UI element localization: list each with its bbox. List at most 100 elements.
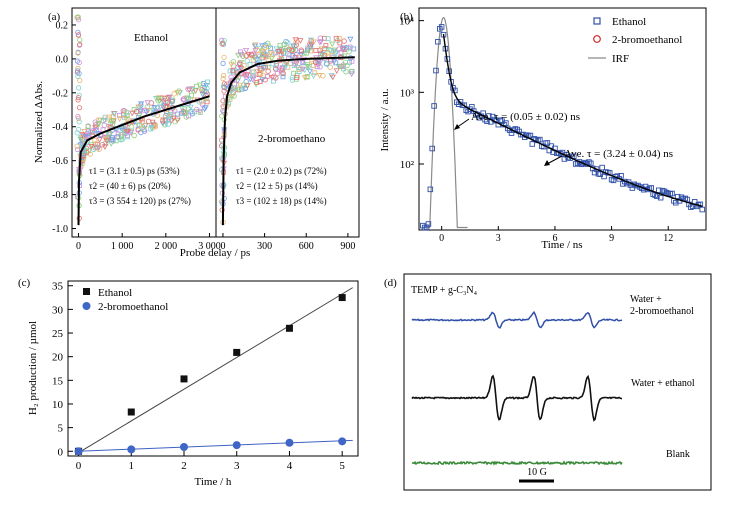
panel-a-point [304,64,311,70]
panel-a-x-tick-label: 1 000 [111,241,134,252]
panel-a-point [95,144,100,150]
panel-a-point [254,47,260,53]
panel-b-x-tick-label: 0 [439,233,444,244]
panel-b-ethanol-point [427,186,434,193]
panel-a-point [220,98,226,104]
panel-a-point [265,68,271,74]
panel-a-point [308,38,314,44]
panel-a-point [111,113,116,119]
panel-a-point [230,67,236,73]
panel-a-point [280,74,286,80]
panel-b-ethanol-point [503,120,509,126]
panel-a-point [289,77,296,83]
panel-c-y-tick-label: 0 [58,446,64,458]
panel-c-frame [67,280,359,457]
panel-d-label-bromo-2: 2-bromoethanol [630,306,694,317]
panel-c-legend-bromo-marker [82,302,91,310]
panel-c-y-ticks: 0 5 10 15 20 25 30 35 [52,281,73,458]
panel-a-point [336,46,342,52]
panel-a-point [349,58,355,64]
panel-a-point [287,52,293,58]
panel-a-point [296,68,302,74]
panel-a-point [146,118,152,125]
panel-a-point [107,131,112,136]
panel-a-y-tick-label: 0.0 [56,54,69,65]
panel-a-point [263,54,269,60]
panel-a-point [138,101,145,108]
panel-a-point [337,40,343,46]
panel-c-label: (c) [18,277,31,289]
panel-a-y-tick-label: -0.4 [52,122,68,133]
panel-c-bromo-points [74,437,347,456]
panel-a-point [179,106,186,112]
panel-a-point [236,60,243,67]
panel-a-point [221,88,227,94]
panel-b-ethanol-point [527,132,534,139]
panel-a-point [244,58,250,64]
panel-b-y-ticks: 10² 10³ 10⁴ [399,16,424,171]
panel-c-bromo-point [180,443,188,452]
panel-a-point [276,49,283,55]
panel-a-point [228,74,234,80]
panel-a-ethanol-tau2: τ2 = (40 ± 6) ps (20%) [89,181,171,191]
panel-a-point [257,66,263,72]
panel-a-point [231,85,238,91]
panel-a-point [85,124,91,130]
panel-a-point [282,61,288,68]
panel-a-point [75,17,82,23]
panel-a-point [289,47,295,54]
panel-a-x-tick-label: 900 [340,241,355,252]
panel-a-point [131,132,137,139]
panel-a-point [227,68,233,74]
panel-c-bromo-fit [78,439,353,452]
panel-b-ethanol-point [618,172,624,179]
panel-a-point [143,109,150,116]
panel-a-point [239,86,245,92]
panel-a-point [235,85,240,91]
panel-d-label-blank: Blank [666,449,690,460]
panel-a-point [323,43,329,49]
panel-a-point [303,50,309,56]
panel-a-point [283,38,289,45]
panel-b-ethanol-point [484,118,490,124]
panel-c-legend-ethanol-marker [83,288,90,295]
panel-a-point [333,35,339,41]
panel-a-point [268,55,275,62]
panel-a-point [171,91,177,97]
panel-b-legend-ethanol: Ethanol [612,16,646,28]
panel-c-ethanol-point [338,294,346,302]
panel-a-point [137,108,145,115]
panel-a-point [77,77,83,84]
panel-a-point [76,92,82,98]
panel-a-point [186,95,191,101]
panel-c-x-tick-label: 5 [339,460,345,472]
panel-a-point [343,69,349,75]
panel-a-point [76,59,82,66]
panel-a-point [160,118,166,124]
panel-b-frame [418,7,707,231]
panel-a-point [75,113,81,120]
panel-c-y-tick-label: 10 [52,399,64,411]
panel-a-point [76,85,82,91]
panel-a-point [297,38,304,44]
panel-a-point [76,119,82,125]
panel-a-point [282,64,289,71]
panel-a-point [247,61,253,67]
panel-a-label: (a) [48,11,61,23]
panel-b-ethanol-points [420,24,705,231]
panel-a-point [221,84,227,90]
panel-c-y-tick-label: 35 [52,281,64,293]
panel-a-point [240,71,246,77]
panel-b-legend-irf: IRF [612,53,629,65]
panel-b-annotation-ethanol-arrowhead [544,160,550,166]
panel-a-point [96,117,102,123]
panel-a-point [185,86,191,92]
panel-a-point [103,138,110,145]
panel-a-point [250,75,258,82]
panel-a-point [342,59,349,66]
panel-a-point [251,43,259,50]
panel-a-bromo-label: 2-bromoethano [258,133,326,145]
panel-a-point [230,58,237,65]
panel-a-point [179,110,185,116]
